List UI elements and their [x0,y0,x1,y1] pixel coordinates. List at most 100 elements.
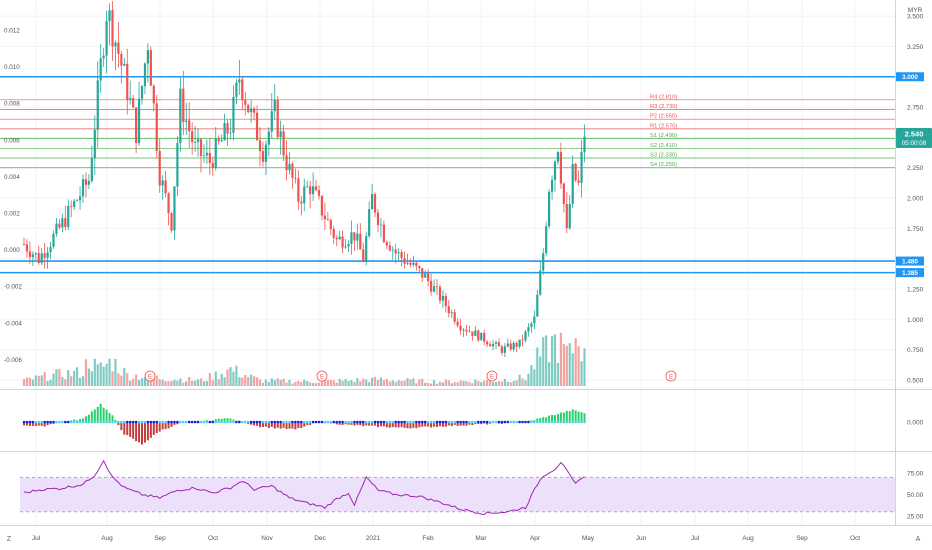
auto-scale-button[interactable]: A [916,536,921,543]
candle-body [397,252,400,254]
osc-dot [84,420,88,424]
candle-body [220,140,223,142]
osc-bar [554,415,556,422]
osc-dot [282,420,285,424]
candle-body [306,186,309,188]
candle-body [247,104,250,113]
osc-bar [267,422,270,428]
candle-body [347,243,350,247]
rsi-axis[interactable]: 75.00 50.00 25.00 [907,471,924,521]
left-axis[interactable]: 0.012 0.010 0.008 0.006 0.004 0.002 0.000 -0.00… [4,28,22,364]
price-pane[interactable]: R4 (2.810) R3 (2.730) P2 (2.650) R1 (2.570)… [0,1,895,386]
candle-body [312,186,315,195]
volume-bar [409,379,412,386]
candle-body [565,203,568,229]
osc-bar [229,418,232,422]
volume-bar [432,380,436,386]
osc-bar [409,422,412,429]
osc-dot [574,420,577,424]
volume-bar [117,373,120,386]
volume-bar [70,376,73,386]
candle-body [444,296,447,307]
osc-bar [37,422,40,426]
candle-body [320,195,324,216]
candle-body [87,180,90,185]
candle-body [223,123,226,141]
osc-dot [323,420,327,424]
candle-body [394,249,397,254]
volume-bar [167,381,170,386]
volume-bar [418,379,421,386]
osc-bar [542,417,545,422]
volume-bar [235,365,238,386]
volume-bar [84,359,88,386]
osc-dot [503,420,507,424]
hline-badge-label: 3.000 [902,74,918,81]
osc-dot [128,420,132,424]
osc-dot [364,420,368,424]
volume-bar [317,382,321,386]
osc-bar [152,422,155,435]
osc-bar [574,410,577,422]
candle-body [176,143,179,187]
candle-body [58,223,61,228]
oscillator-pane[interactable] [22,403,586,445]
volume-bar [373,376,377,386]
volume-bar [574,338,577,386]
osc-dot [453,420,457,424]
volume-bar [285,382,288,386]
volume-bar [326,379,329,386]
candle-body [76,200,79,202]
reset-zoom-button[interactable]: Z [7,536,12,543]
osc-dot [267,420,271,424]
time-axis-tick: Mar [475,535,487,542]
osc-axis[interactable]: 0.000 [907,420,924,427]
volume-bar [497,380,501,386]
right-axis[interactable]: 3.5003.2503.0002.7502.5002.2502.0001.750… [896,14,924,385]
volume-bar [129,380,132,386]
osc-bar [270,422,273,427]
volume-bar [465,381,468,386]
candle-body [276,100,279,138]
volume-bar [406,378,409,386]
candle-body [403,258,406,264]
candle-body [182,88,185,122]
osc-bar [135,422,138,442]
candle-body [194,141,197,143]
candle-body [500,346,503,353]
earnings-marker [486,370,498,382]
volume-bar [400,380,403,386]
volume-bar [583,348,586,386]
osc-dot [108,420,111,424]
candle-body [123,63,126,66]
rsi-pane[interactable] [20,459,895,516]
osc-bar [300,422,303,428]
osc-dot [217,420,220,424]
pivot-label: S4 (2.250) [650,162,677,168]
osc-dot [123,420,126,424]
candle-body [137,98,141,143]
volume-bar [447,380,450,386]
pivot-label: R3 (2.730) [650,104,677,110]
osc-bar [462,422,465,426]
volume-bar [412,378,415,386]
osc-dot [438,420,442,424]
time-axis[interactable]: Jul Aug Sep Oct Nov Dec 2021 Feb Mar Apr May Jun Jul… [32,535,860,542]
right-axis-tick: 3.500 [907,14,924,21]
candle-body [279,131,282,138]
osc-dot [385,420,389,424]
horizontal-lines[interactable] [0,75,895,274]
candle-body [512,342,515,350]
volume-bar [55,369,58,386]
volume-bar [126,373,129,386]
osc-dot [288,420,291,424]
osc-dot [179,420,182,424]
volume-bar [382,380,385,386]
osc-dot [78,420,82,424]
volume-bar [453,382,456,386]
osc-bar [217,418,220,422]
volume-bar [114,358,117,386]
volume-bar [241,377,244,386]
volume-bar [191,380,194,386]
